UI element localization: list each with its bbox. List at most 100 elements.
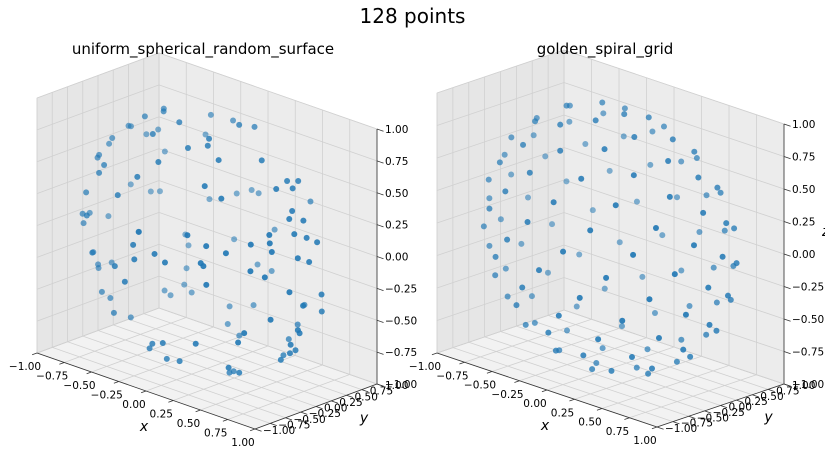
- x-tick-label: 0.75: [606, 426, 629, 438]
- y-tick: [361, 389, 369, 393]
- z-tick: [783, 123, 791, 127]
- data-point: [271, 226, 278, 233]
- data-point: [508, 134, 515, 141]
- data-point: [557, 147, 564, 154]
- z-tick: [783, 383, 791, 387]
- x-tick-label: −0.50: [464, 380, 496, 392]
- data-point: [645, 370, 652, 377]
- data-point: [294, 321, 301, 328]
- data-point: [111, 263, 118, 270]
- data-point: [550, 199, 557, 206]
- data-point: [599, 345, 606, 352]
- data-point: [236, 332, 243, 339]
- data-point: [504, 236, 511, 243]
- data-point: [267, 316, 274, 323]
- data-point: [545, 329, 552, 336]
- data-point: [286, 350, 293, 357]
- data-point: [284, 177, 291, 184]
- data-point: [226, 369, 233, 376]
- data-point: [300, 302, 307, 309]
- data-point: [530, 132, 537, 139]
- data-point: [109, 134, 116, 141]
- data-point: [504, 293, 511, 300]
- z-tick: [783, 253, 791, 257]
- data-point: [96, 151, 103, 158]
- data-point: [286, 216, 293, 223]
- data-point: [557, 121, 564, 128]
- y-tick-label: −0.50: [697, 412, 729, 424]
- data-point: [155, 126, 162, 133]
- data-point: [552, 347, 559, 354]
- z-tick-label: −1.00: [385, 379, 417, 391]
- y-tick: [752, 394, 759, 398]
- data-point: [101, 162, 108, 169]
- data-point: [134, 173, 141, 180]
- data-point: [149, 340, 156, 347]
- x-tick-label: −1.00: [9, 361, 41, 373]
- y-gridline: [82, 81, 301, 413]
- data-point: [273, 185, 280, 192]
- data-point: [549, 221, 556, 228]
- data-point: [576, 251, 583, 258]
- y-tick-label: 0.50: [355, 391, 378, 403]
- y-gridline: [112, 69, 332, 402]
- z-tick-label: −0.75: [385, 347, 417, 359]
- data-point: [492, 272, 499, 279]
- z-tick: [376, 128, 384, 132]
- data-point: [184, 145, 191, 152]
- data-point: [731, 225, 738, 232]
- y-tick-label: 0.75: [370, 386, 393, 398]
- data-point: [660, 123, 667, 130]
- data-point: [289, 207, 296, 214]
- data-point: [582, 140, 589, 147]
- data-point: [318, 308, 325, 315]
- data-point: [300, 217, 307, 224]
- data-point: [131, 256, 138, 263]
- data-point: [277, 356, 284, 363]
- gridlines: [36, 52, 378, 430]
- y-tick-label: −0.50: [294, 414, 326, 426]
- data-point: [218, 195, 225, 202]
- data-point: [255, 190, 262, 197]
- data-point: [727, 296, 734, 303]
- data-point: [231, 236, 238, 243]
- z-tick: [376, 192, 384, 196]
- y-tick: [720, 405, 728, 409]
- data-point: [600, 110, 607, 117]
- data-point: [544, 269, 551, 276]
- z-gridline: [36, 52, 378, 130]
- data-point: [83, 212, 90, 219]
- data-point: [224, 321, 231, 328]
- data-point: [125, 122, 132, 129]
- z-gridline: [436, 49, 785, 125]
- data-point: [95, 265, 102, 272]
- data-point: [601, 285, 608, 292]
- y-tick-label: 0.25: [339, 397, 362, 409]
- data-point: [522, 321, 529, 328]
- data-point: [188, 289, 195, 296]
- y-gridline: [515, 66, 737, 401]
- data-point: [513, 302, 520, 309]
- data-point: [578, 175, 585, 182]
- data-point: [248, 186, 255, 193]
- z-tick: [376, 319, 384, 323]
- data-point: [690, 242, 697, 249]
- data-point: [674, 194, 681, 201]
- z-axis-label: z: [821, 224, 825, 240]
- data-point: [225, 364, 232, 371]
- y-tick-label: −1.00: [665, 423, 697, 435]
- data-point: [628, 353, 635, 360]
- x-tick: [113, 381, 119, 384]
- data-point: [502, 188, 509, 195]
- data-point: [606, 167, 613, 174]
- data-point: [621, 105, 628, 112]
- data-point: [616, 239, 623, 246]
- data-point: [314, 239, 321, 246]
- data-point: [268, 267, 275, 274]
- x-tick: [195, 409, 201, 413]
- x-tick-label: 0.00: [122, 399, 145, 411]
- data-point: [618, 323, 625, 330]
- data-point: [306, 258, 313, 265]
